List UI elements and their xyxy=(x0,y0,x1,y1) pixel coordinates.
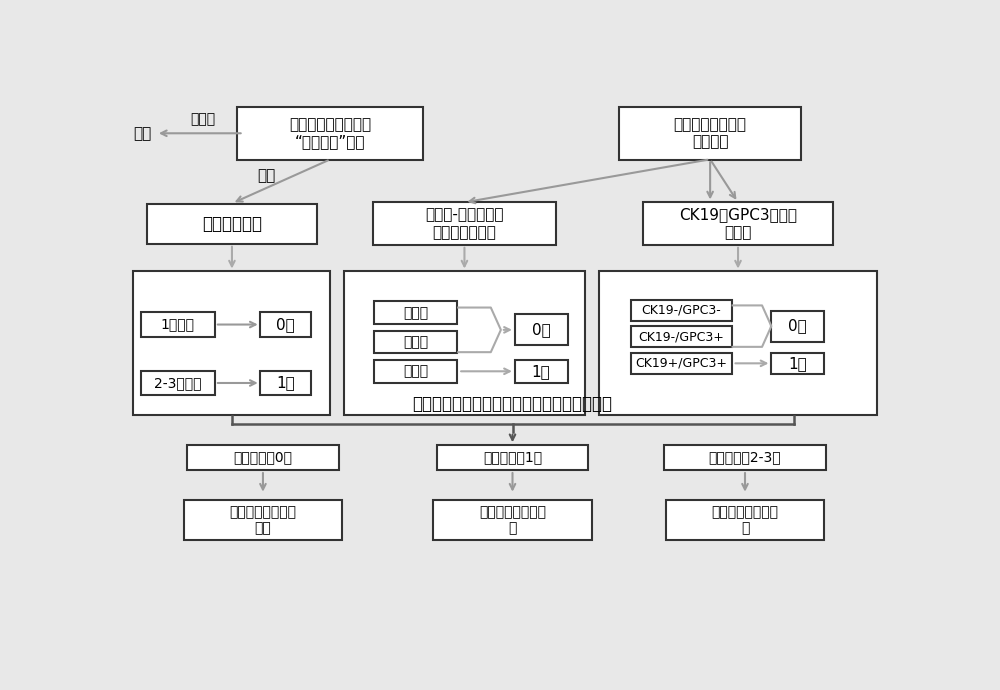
Text: 1个肿瑞: 1个肿瑞 xyxy=(161,317,195,331)
Text: 不符合: 不符合 xyxy=(190,112,215,126)
Text: 累积积分：1分: 累积积分：1分 xyxy=(483,451,542,464)
Text: CK19-/GPC3-: CK19-/GPC3- xyxy=(642,304,721,317)
Text: 符合: 符合 xyxy=(257,168,275,184)
FancyBboxPatch shape xyxy=(771,353,824,374)
Text: 0分: 0分 xyxy=(788,319,807,334)
Text: 累积积分：2-3分: 累积积分：2-3分 xyxy=(709,451,781,464)
Text: CK19-/GPC3+: CK19-/GPC3+ xyxy=(639,331,724,343)
Text: 高分化: 高分化 xyxy=(403,306,428,320)
FancyBboxPatch shape xyxy=(515,315,568,345)
Text: 苏木素-伊红染色，
组织病理学分级: 苏木素-伊红染色， 组织病理学分级 xyxy=(425,208,504,240)
FancyBboxPatch shape xyxy=(374,331,457,353)
Text: 0分: 0分 xyxy=(532,322,551,337)
Text: CK19和GPC3免疫组
化染色: CK19和GPC3免疫组 化染色 xyxy=(679,208,797,240)
FancyBboxPatch shape xyxy=(643,202,833,245)
Text: 1分: 1分 xyxy=(788,356,807,371)
FancyBboxPatch shape xyxy=(433,500,592,540)
Text: 中分化: 中分化 xyxy=(403,335,428,349)
FancyBboxPatch shape xyxy=(260,313,311,337)
Text: 0分: 0分 xyxy=(276,317,295,332)
Text: 1分: 1分 xyxy=(276,375,295,391)
FancyBboxPatch shape xyxy=(147,204,317,244)
Text: 低分化: 低分化 xyxy=(403,364,428,378)
Text: 肿瑞数目分类: 肿瑞数目分类 xyxy=(202,215,262,233)
Text: 肝脏穿刺活检获得
肿瑞标本: 肝脏穿刺活检获得 肿瑞标本 xyxy=(674,117,747,150)
FancyBboxPatch shape xyxy=(664,444,826,470)
Text: 手术切除后良好预
后组: 手术切除后良好预 后组 xyxy=(229,505,296,535)
FancyBboxPatch shape xyxy=(260,371,311,395)
FancyBboxPatch shape xyxy=(631,353,732,374)
Text: 1分: 1分 xyxy=(532,364,551,379)
FancyBboxPatch shape xyxy=(373,202,556,245)
Text: 2-3个肿瑞: 2-3个肿瑞 xyxy=(154,376,201,390)
Text: 手术切除后差预后
组: 手术切除后差预后 组 xyxy=(712,505,778,535)
FancyBboxPatch shape xyxy=(374,302,457,324)
FancyBboxPatch shape xyxy=(771,310,824,342)
Text: 根据影像学资料进行
“米兰标准”评估: 根据影像学资料进行 “米兰标准”评估 xyxy=(289,117,371,150)
Text: 三项中各自项目得分相加得到个体的累积积分: 三项中各自项目得分相加得到个体的累积积分 xyxy=(413,395,612,413)
Text: 手术切除后一般预
后: 手术切除后一般预 后 xyxy=(479,505,546,535)
Text: 累积积分：0分: 累积积分：0分 xyxy=(233,451,292,464)
Text: CK19+/GPC3+: CK19+/GPC3+ xyxy=(635,357,727,370)
FancyBboxPatch shape xyxy=(141,313,215,337)
FancyBboxPatch shape xyxy=(344,271,585,415)
FancyBboxPatch shape xyxy=(237,107,423,160)
FancyBboxPatch shape xyxy=(184,500,342,540)
FancyBboxPatch shape xyxy=(599,271,877,415)
Text: 排除: 排除 xyxy=(133,126,151,141)
FancyBboxPatch shape xyxy=(187,444,339,470)
FancyBboxPatch shape xyxy=(631,326,732,347)
FancyBboxPatch shape xyxy=(374,360,457,383)
FancyBboxPatch shape xyxy=(141,371,215,395)
FancyBboxPatch shape xyxy=(515,360,568,383)
FancyBboxPatch shape xyxy=(666,500,824,540)
FancyBboxPatch shape xyxy=(133,271,330,415)
FancyBboxPatch shape xyxy=(631,299,732,321)
FancyBboxPatch shape xyxy=(619,107,801,160)
FancyBboxPatch shape xyxy=(437,444,588,470)
